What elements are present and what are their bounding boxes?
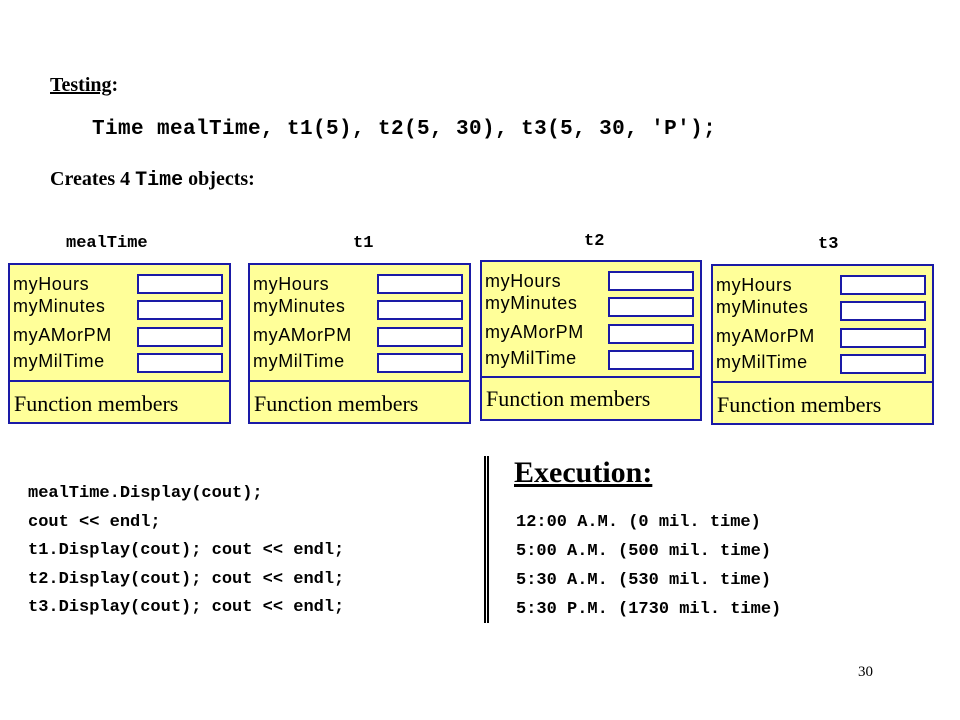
object-label-mealtime: mealTime — [66, 234, 148, 253]
creates-prefix: Creates 4 — [50, 168, 136, 190]
output-line: 5:00 A.M. (500 mil. time) — [516, 542, 772, 561]
value-field-myhours — [608, 271, 694, 291]
function-members-label: Function members — [14, 391, 179, 416]
object-label-t1: t1 — [353, 234, 374, 253]
function-members-label: Function members — [486, 386, 651, 411]
function-members-label: Function members — [717, 392, 882, 417]
value-field-mymiltime — [137, 353, 223, 373]
member-myminutes: myMinutes — [716, 297, 809, 317]
creates-suffix: objects — [183, 168, 249, 190]
creates-type: Time — [135, 169, 184, 192]
object-label-t3: t3 — [818, 235, 839, 254]
display-code-block: mealTime.Display(cout); cout << endl; t1.D… — [28, 480, 344, 623]
object-box-t2: myHours myMinutes myAMorPM myMilTime Fun… — [480, 260, 702, 421]
member-myamorpm: myAMorPM — [485, 322, 584, 342]
value-field-myminutes — [840, 301, 926, 321]
value-field-myamorpm — [137, 327, 223, 347]
members-divider — [10, 380, 229, 382]
code-line: cout << endl; — [28, 512, 161, 532]
value-field-myamorpm — [377, 327, 463, 347]
object-box-t3: myHours myMinutes myAMorPM myMilTime Fun… — [711, 264, 934, 425]
member-myhours: myHours — [716, 275, 793, 295]
members-divider — [250, 380, 469, 382]
output-line: 5:30 A.M. (530 mil. time) — [516, 571, 772, 590]
function-members-label: Function members — [254, 391, 419, 416]
member-mymiltime: myMilTime — [253, 351, 345, 371]
value-field-myhours — [840, 275, 926, 295]
value-field-mymiltime — [608, 350, 694, 370]
creates-colon: : — [248, 168, 255, 190]
testing-colon: : — [111, 74, 119, 96]
member-myminutes: myMinutes — [13, 296, 106, 316]
member-myhours: myHours — [13, 274, 90, 294]
value-field-myhours — [377, 274, 463, 294]
double-vertical-divider — [484, 456, 489, 623]
execution-title: Execution: — [514, 456, 653, 489]
code-line: t3.Display(cout); cout << endl; — [28, 598, 345, 617]
object-box-mealtime: myHours myMinutes myAMorPM myMilTime Fun… — [8, 263, 231, 424]
member-myamorpm: myAMorPM — [716, 326, 815, 346]
value-field-myminutes — [377, 300, 463, 320]
member-myminutes: myMinutes — [253, 296, 346, 316]
member-mymiltime: myMilTime — [485, 348, 577, 368]
output-line: 12:00 A.M. (0 mil. time) — [516, 513, 761, 532]
member-mymiltime: myMilTime — [13, 351, 105, 371]
creates-caption: Creates 4 Time objects: — [50, 168, 255, 192]
object-box-t1: myHours myMinutes myAMorPM myMilTime Fun… — [248, 263, 471, 424]
member-myhours: myHours — [485, 271, 562, 291]
page-number: 30 — [858, 664, 873, 680]
object-label-t2: t2 — [584, 232, 605, 251]
value-field-myminutes — [608, 297, 694, 317]
code-line: t1.Display(cout); cout << endl; — [28, 541, 345, 560]
code-line: mealTime.Display(cout); — [28, 484, 263, 503]
members-divider — [482, 376, 700, 378]
output-line: 5:30 P.M. (1730 mil. time) — [516, 600, 782, 619]
value-field-mymiltime — [377, 353, 463, 373]
members-divider — [713, 381, 932, 383]
value-field-myhours — [137, 274, 223, 294]
member-myamorpm: myAMorPM — [253, 325, 352, 345]
code-line: t2.Display(cout); cout << endl; — [28, 569, 345, 589]
member-myminutes: myMinutes — [485, 293, 578, 313]
value-field-mymiltime — [840, 354, 926, 374]
execution-output: 12:00 A.M. (0 mil. time) 5:00 A.M. (500 m… — [516, 508, 781, 624]
member-mymiltime: myMilTime — [716, 352, 808, 372]
member-myamorpm: myAMorPM — [13, 325, 112, 345]
time-declaration: Time mealTime, t1(5), t2(5, 30), t3(5, 3… — [92, 118, 717, 141]
value-field-myminutes — [137, 300, 223, 320]
testing-heading: Testing: — [50, 74, 118, 97]
value-field-myamorpm — [608, 324, 694, 344]
member-myhours: myHours — [253, 274, 330, 294]
testing-label: Testing — [50, 74, 112, 96]
value-field-myamorpm — [840, 328, 926, 348]
